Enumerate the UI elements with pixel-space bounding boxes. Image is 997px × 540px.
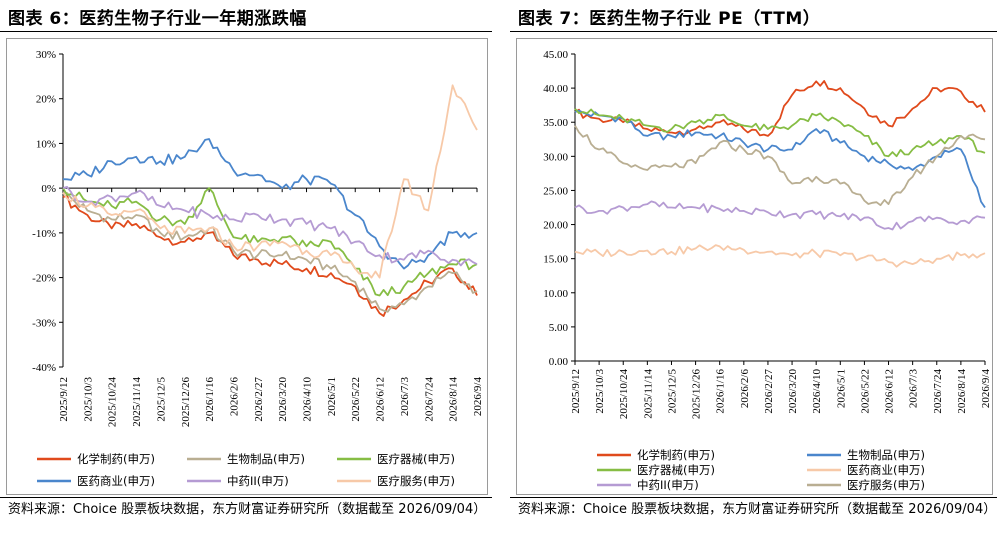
y-tick-label: 45.00 [543,49,568,61]
x-tick-label: 2026/5/1 [326,377,338,416]
y-tick-label: 0% [41,183,56,195]
x-tick-label: 2026/1/16 [715,369,727,414]
x-tick-label: 2026/7/24 [423,377,435,422]
x-tick-label: 2025/12/26 [691,369,703,420]
legend-label: 医药商业(申万) [847,463,925,477]
chart-2-svg: 0.00 5.00 10.00 15.00 20.00 25.00 30.00 35.00 40… [543,49,992,492]
y-tick-label: 20% [36,94,56,106]
x-tick-label: 2025/10/24 [107,377,119,428]
x-tick-label: 2026/2/6 [228,377,240,417]
x-tick-label: 2025/11/14 [131,377,143,427]
y-tick-label: 15.00 [543,254,568,266]
x-tick-label: 2026/2/27 [763,369,775,414]
legend-label: 中药II(申万) [637,478,699,492]
source-note: 资料来源：Choice 股票板块数据，东方财富证券研究所（数据截至 2026/0… [8,502,487,517]
legend-label: 医疗器械(申万) [637,463,715,477]
legend-label: 生物制品(申万) [227,452,305,466]
legend-label: 医药商业(申万) [77,474,155,488]
legend-label: 医疗服务(申万) [847,478,925,492]
x-tick-label: 2026/2/6 [739,369,751,409]
series-line [62,186,478,267]
chart-title: 图表 7：医药生物子行业 PE（TTM） [518,9,821,29]
x-tick-label: 2026/4/10 [811,369,823,414]
x-tick-label: 2026/9/4 [472,377,484,417]
x-tick-label: 2025/9/12 [570,369,582,414]
y-tick-label: 5.00 [549,322,569,334]
chart-title: 图表 6：医药生物子行业一年期涨跌幅 [8,9,307,29]
x-tick-label: 2026/3/20 [787,369,799,414]
x-tick-label: 2026/5/22 [350,377,362,422]
x-tick-label: 2026/7/3 [908,369,920,409]
source-divider [510,497,997,498]
x-tick-label: 2026/2/27 [253,377,265,422]
y-tick-label: -40% [32,362,56,374]
x-tick-label: 2025/12/5 [666,369,678,414]
x-tick-label: 2026/7/3 [399,377,411,417]
x-tick-label: 2026/5/1 [835,369,847,408]
y-tick-label: 30.00 [543,151,568,163]
series-line [62,138,478,270]
title-divider [0,31,492,32]
x-tick-label: 2026/7/24 [932,369,944,414]
series-line [62,194,478,317]
x-tick-label: 2026/5/22 [859,369,871,414]
chart-panel-left: 图表 6：医药生物子行业一年期涨跌幅 -40% -30% -20% -10% 0% 10%… [0,0,492,540]
chart-frame: -40% -30% -20% -10% 0% 10% 20% 30% 2025/9/12 2025… [6,38,488,495]
x-tick-label: 2025/12/26 [180,377,192,428]
legend-label: 化学制药(申万) [77,452,155,466]
x-tick-label: 2026/6/12 [375,377,387,422]
y-tick-label: 30% [36,49,56,61]
series-line [574,108,986,158]
title-divider [510,31,997,32]
x-tick-label: 2026/1/16 [204,377,216,422]
chart-panel-right: 图表 7：医药生物子行业 PE（TTM） 0.00 5.00 10.00 15.00 2… [510,0,997,540]
x-tick-label: 2025/10/3 [82,377,94,422]
series-line [574,200,986,231]
y-tick-label: 0.00 [549,356,569,368]
x-tick-label: 2026/8/14 [448,377,460,422]
series-line [62,84,478,279]
series-line [574,125,986,207]
x-tick-label: 2026/8/14 [956,369,968,414]
x-tick-label: 2025/10/3 [594,369,606,414]
source-note: 资料来源：Choice 股票板块数据，东方财富证券研究所（数据截至 2026/0… [518,502,997,517]
chart-1-svg: -40% -30% -20% -10% 0% 10% 20% 30% 2025/9/12 2025… [32,49,484,488]
y-tick-label: -20% [32,273,56,285]
legend-label: 生物制品(申万) [847,448,925,462]
y-tick-label: -30% [32,317,56,329]
y-tick-label: 25.00 [543,185,568,197]
y-tick-label: 10.00 [543,288,568,300]
series-line [574,80,986,137]
x-tick-label: 2026/4/10 [302,377,314,422]
x-tick-label: 2026/9/4 [980,369,992,409]
y-tick-label: 10% [36,138,56,150]
legend-label: 中药II(申万) [227,474,289,488]
x-tick-label: 2025/11/14 [642,369,654,419]
legend-label: 化学制药(申万) [637,448,715,462]
x-tick-label: 2025/9/12 [58,377,70,422]
legend-label: 医疗器械(申万) [377,452,455,466]
x-tick-label: 2025/12/5 [155,377,167,422]
y-tick-label: 20.00 [543,220,568,232]
series-line [574,109,986,209]
legend-label: 医疗服务(申万) [377,474,455,488]
series-line [62,191,478,313]
y-tick-label: 35.00 [543,117,568,129]
series-line [62,187,478,297]
x-tick-label: 2026/3/20 [277,377,289,422]
source-divider [0,497,492,498]
series-line [574,244,986,268]
x-tick-label: 2026/6/12 [884,369,896,414]
chart-frame: 0.00 5.00 10.00 15.00 20.00 25.00 30.00 35.00 40… [516,38,993,495]
y-tick-label: -10% [32,228,56,240]
y-tick-label: 40.00 [543,83,568,95]
x-tick-label: 2025/10/24 [618,369,630,420]
